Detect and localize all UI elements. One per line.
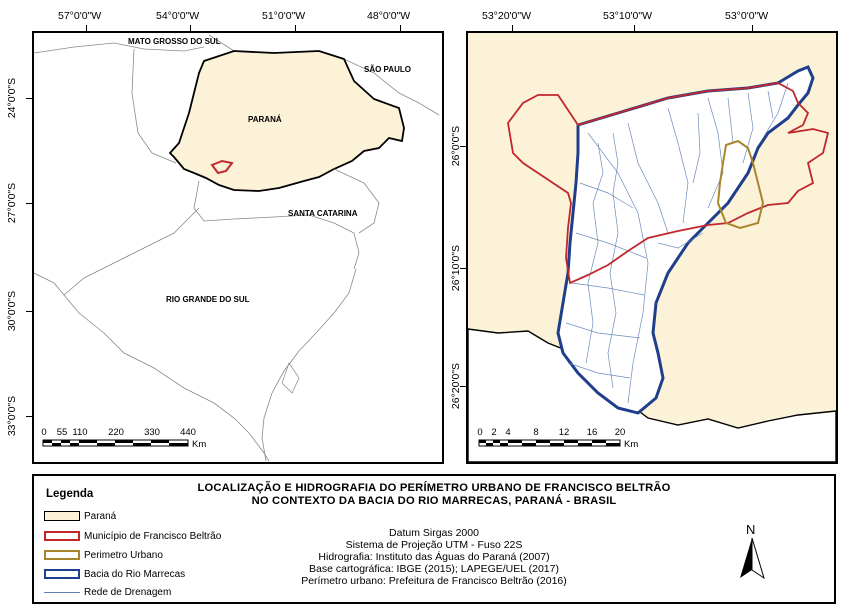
label-santa-catarina: SANTA CATARINA xyxy=(288,209,358,218)
info-urban: Perímetro urbano: Prefeitura de Francisc… xyxy=(301,575,567,587)
scale-tick-label: 220 xyxy=(108,427,124,438)
legend-item-label: Rede de Drenagem xyxy=(84,586,172,598)
scale-tick-label: 0 xyxy=(477,427,483,438)
right-map-frame: 0 2 4 8 12 16 20 Km xyxy=(466,31,838,464)
scale-tick-label: 2 xyxy=(491,427,497,438)
info-hydrography: Hidrografia: Instituto das Águas do Para… xyxy=(318,551,550,563)
legend-item-urban-perimeter: Perimetro Urbano xyxy=(44,547,163,563)
parana-swatch xyxy=(44,511,80,521)
right-top-coord: 53°10'0"W xyxy=(603,10,653,22)
left-top-coord: 48°0'0"W xyxy=(367,10,411,22)
legend-item-label: Perimetro Urbano xyxy=(84,549,163,561)
north-arrow: N xyxy=(734,522,774,586)
urban-perimeter-swatch xyxy=(44,550,80,560)
right-scale-bar: 0 2 4 8 12 16 20 Km xyxy=(474,427,674,450)
scale-tick-label: 110 xyxy=(72,427,88,438)
scale-tick-label: 330 xyxy=(144,427,160,438)
legend-item-basin: Bacia do Rio Marrecas xyxy=(44,566,185,582)
left-side-coord: 30°0'0"S xyxy=(6,290,18,332)
legend-item-label: Município de Francisco Beltrão xyxy=(84,530,222,542)
left-top-coord: 51°0'0"W xyxy=(262,10,306,22)
scale-tick-label: 55 xyxy=(56,427,68,438)
scale-unit: Km xyxy=(192,439,207,450)
drainage-swatch xyxy=(44,591,80,593)
right-top-coord: 53°0'0"W xyxy=(725,10,769,22)
label-sao-paulo: SÃO PAULO xyxy=(364,65,411,74)
municipality-outline xyxy=(507,82,830,285)
legend-title: Legenda xyxy=(46,488,94,500)
right-map-panel: 53°20'0"W 53°10'0"W 53°0'0"W 26°0'0"S 26… xyxy=(430,0,850,470)
left-map-frame: MATO GROSSO DO SUL SÃO PAULO PARANÁ SANT… xyxy=(32,31,444,464)
legend-item-municipality: Município de Francisco Beltrão xyxy=(44,528,221,544)
scale-tick-label: 440 xyxy=(180,427,196,438)
left-side-coord: 33°0'0"S xyxy=(6,395,18,437)
label-rio-grande-do-sul: RIO GRANDE DO SUL xyxy=(166,295,250,304)
legend-item-parana: Paraná xyxy=(44,508,116,524)
legend-item-label: Bacia do Rio Marrecas xyxy=(84,568,186,580)
basin-swatch xyxy=(44,569,80,579)
map-title-line2: NO CONTEXTO DA BACIA DO RIO MARRECAS, PA… xyxy=(251,495,617,507)
north-arrow-icon xyxy=(740,538,765,580)
info-projection: Sistema de Projeção UTM - Fuso 22S xyxy=(345,539,523,551)
scale-tick-label: 4 xyxy=(505,427,511,438)
scale-tick-label: 12 xyxy=(558,427,570,438)
left-top-coord: 57°0'0"W xyxy=(58,10,102,22)
left-scale-bar: 0 55 110 220 330 440 Km xyxy=(41,427,222,450)
legend: Legenda Paraná Município de Francisco Be… xyxy=(34,476,254,602)
left-map-svg xyxy=(34,34,440,462)
north-label: N xyxy=(746,522,756,537)
left-side-coord: 24°0'0"S xyxy=(6,77,18,119)
francisco-beltrao-outline xyxy=(210,159,234,175)
municipality-swatch xyxy=(44,531,80,541)
left-map-panel: 57°0'0"W 54°0'0"W 51°0'0"W 48°0'0"W 24°0… xyxy=(0,0,450,470)
map-title-line1: LOCALIZAÇÃO E HIDROGRAFIA DO PERÍMETRO U… xyxy=(197,482,671,494)
urban-perimeter xyxy=(716,139,765,230)
right-map-svg xyxy=(468,65,836,462)
label-mato-grosso-do-sul: MATO GROSSO DO SUL xyxy=(128,37,221,46)
scale-unit: Km xyxy=(624,439,639,450)
legend-item-label: Paraná xyxy=(84,510,117,522)
right-top-coord: 53°20'0"W xyxy=(482,10,532,22)
scale-tick-label: 16 xyxy=(586,427,598,438)
scale-tick-label: 20 xyxy=(614,427,626,438)
info-panel: Legenda Paraná Município de Francisco Be… xyxy=(32,474,836,604)
scale-tick-label: 0 xyxy=(41,427,47,438)
info-datum: Datum Sirgas 2000 xyxy=(389,527,479,539)
left-top-coord: 54°0'0"W xyxy=(156,10,200,22)
parana-state xyxy=(168,50,405,192)
label-parana: PARANÁ xyxy=(248,115,282,124)
left-side-coord: 27°0'0"S xyxy=(6,182,18,224)
legend-item-drainage: Rede de Drenagem xyxy=(44,584,171,600)
info-base: Base cartográfica: IBGE (2015); LAPEGE/U… xyxy=(309,563,559,575)
scale-tick-label: 8 xyxy=(533,427,539,438)
